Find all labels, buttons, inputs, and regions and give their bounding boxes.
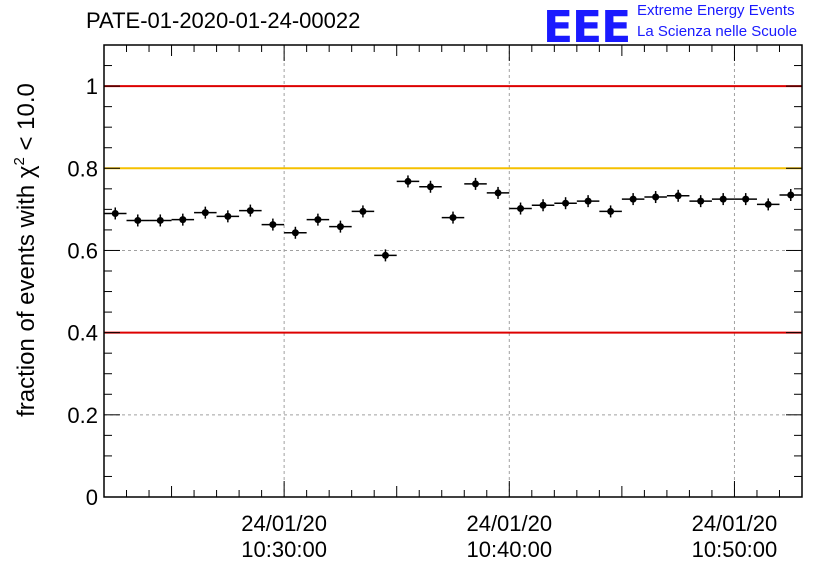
data-point <box>697 197 705 205</box>
x-tick-label-date: 24/01/20 <box>466 511 552 536</box>
data-point <box>629 195 637 203</box>
y-axis-title: fraction of events with χ2 < 10.0 <box>11 83 40 417</box>
data-point <box>472 180 480 188</box>
data-point <box>359 207 367 215</box>
data-point <box>494 189 502 197</box>
data-point <box>584 197 592 205</box>
data-point <box>314 216 322 224</box>
data-point <box>764 200 772 208</box>
data-point <box>787 191 795 199</box>
grid-lines <box>104 45 802 497</box>
data-point <box>404 177 412 185</box>
y-tick-label: 1 <box>86 74 98 99</box>
y-tick-label: 0.6 <box>67 238 98 263</box>
x-tick-label-date: 24/01/20 <box>692 511 778 536</box>
data-point <box>607 207 615 215</box>
data-point <box>269 221 277 229</box>
data-point <box>449 214 457 222</box>
data-point <box>111 209 119 217</box>
y-tick-label: 0.8 <box>67 156 98 181</box>
x-tick-label-time: 10:40:00 <box>466 537 552 562</box>
data-point <box>742 195 750 203</box>
logo-line-2: La Scienza nelle Scuole <box>637 23 798 40</box>
x-tick-label-date: 24/01/20 <box>241 511 327 536</box>
data-point <box>426 183 434 191</box>
data-point <box>562 199 570 207</box>
y-tick-labels: 0 0.2 0.4 0.6 0.8 1 <box>67 74 98 510</box>
data-point <box>652 193 660 201</box>
x-tick-label-time: 10:50:00 <box>692 537 778 562</box>
y-tick-label: 0.4 <box>67 321 98 346</box>
x-tick-label-time: 10:30:00 <box>241 537 327 562</box>
data-point <box>246 207 254 215</box>
data-point <box>539 201 547 209</box>
data-point <box>674 192 682 200</box>
data-point <box>381 251 389 259</box>
data-point <box>224 212 232 220</box>
data-point <box>201 209 209 217</box>
y-tick-label: 0 <box>86 485 98 510</box>
plot-frame <box>103 44 803 498</box>
y-tick-label: 0.2 <box>67 403 98 428</box>
data-point <box>179 216 187 224</box>
x-tick-labels: 24/01/2010:30:0024/01/2010:40:0024/01/20… <box>241 511 777 562</box>
run-title: PATE-01-2020-01-24-00022 <box>86 8 361 33</box>
reference-lines <box>104 85 802 334</box>
data-point <box>719 195 727 203</box>
data-point <box>156 216 164 224</box>
logo-line-1: Extreme Energy Events <box>637 2 795 19</box>
data-point <box>134 216 142 224</box>
data-point <box>291 229 299 237</box>
data-point <box>336 223 344 231</box>
data-point <box>517 205 525 213</box>
data-points <box>104 175 802 262</box>
axis-ticks <box>103 44 803 498</box>
